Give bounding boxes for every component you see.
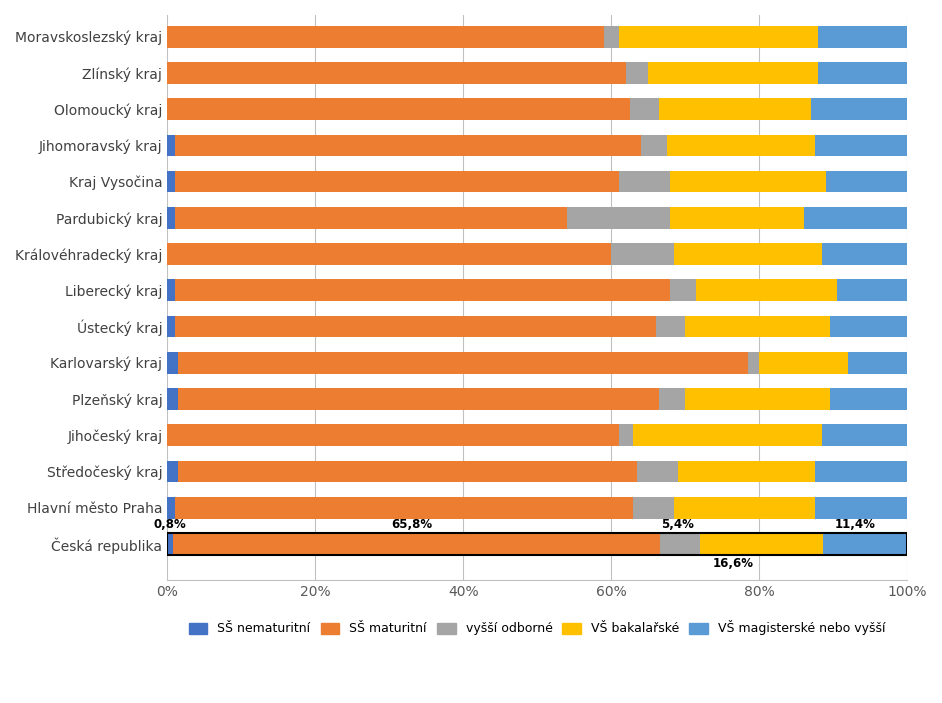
Bar bbox=[174, 207, 567, 228]
Bar bbox=[168, 171, 174, 193]
Bar bbox=[168, 533, 907, 555]
Bar bbox=[168, 62, 626, 84]
Bar bbox=[168, 134, 174, 156]
Bar bbox=[168, 26, 604, 48]
Bar bbox=[656, 316, 685, 337]
Bar bbox=[174, 316, 656, 337]
Bar bbox=[168, 388, 178, 410]
Bar bbox=[174, 134, 641, 156]
Bar bbox=[823, 533, 907, 555]
Text: 5,4%: 5,4% bbox=[661, 518, 694, 531]
Bar bbox=[819, 26, 907, 48]
Bar bbox=[611, 243, 674, 265]
Bar bbox=[667, 134, 815, 156]
Bar bbox=[168, 460, 178, 482]
Bar bbox=[700, 533, 823, 555]
Bar bbox=[168, 279, 174, 301]
Bar bbox=[173, 533, 660, 555]
Bar bbox=[659, 98, 811, 120]
Bar bbox=[619, 425, 633, 446]
Bar bbox=[633, 425, 822, 446]
Bar bbox=[671, 207, 804, 228]
Bar bbox=[648, 62, 819, 84]
Bar bbox=[174, 279, 671, 301]
Bar bbox=[819, 62, 907, 84]
Bar bbox=[696, 279, 836, 301]
Bar bbox=[822, 243, 907, 265]
Bar bbox=[759, 352, 848, 373]
Bar bbox=[671, 171, 826, 193]
Bar bbox=[174, 171, 619, 193]
Text: 0,8%: 0,8% bbox=[154, 518, 187, 531]
Bar bbox=[168, 316, 174, 337]
Text: 11,4%: 11,4% bbox=[835, 518, 876, 531]
Text: 65,8%: 65,8% bbox=[391, 518, 432, 531]
Bar bbox=[168, 98, 630, 120]
Bar bbox=[168, 352, 178, 373]
Bar bbox=[168, 533, 173, 555]
Bar bbox=[822, 425, 907, 446]
Bar bbox=[178, 388, 659, 410]
Bar bbox=[626, 62, 648, 84]
Bar bbox=[815, 134, 907, 156]
Bar bbox=[168, 425, 619, 446]
Bar bbox=[848, 352, 907, 373]
Bar bbox=[674, 497, 815, 519]
Bar bbox=[748, 352, 759, 373]
Bar bbox=[567, 207, 671, 228]
Bar bbox=[671, 279, 696, 301]
Bar bbox=[637, 460, 678, 482]
Bar bbox=[633, 497, 674, 519]
Bar bbox=[836, 279, 907, 301]
Bar bbox=[804, 207, 907, 228]
Text: 16,6%: 16,6% bbox=[713, 557, 754, 569]
Legend: SŠ nematuritní, SŠ maturitní, vyšší odborné, VŠ bakalařské, VŠ magisterské nebo : SŠ nematuritní, SŠ maturitní, vyšší odbo… bbox=[183, 614, 892, 642]
Bar bbox=[830, 316, 907, 337]
Bar bbox=[619, 171, 671, 193]
Bar bbox=[168, 243, 611, 265]
Bar bbox=[174, 497, 633, 519]
Bar bbox=[660, 533, 700, 555]
Bar bbox=[685, 316, 830, 337]
Bar bbox=[178, 460, 637, 482]
Bar bbox=[178, 352, 748, 373]
Bar bbox=[168, 497, 174, 519]
Bar bbox=[674, 243, 822, 265]
Bar bbox=[630, 98, 659, 120]
Bar bbox=[641, 134, 667, 156]
Bar bbox=[685, 388, 830, 410]
Bar bbox=[826, 171, 907, 193]
Bar bbox=[604, 26, 619, 48]
Bar bbox=[830, 388, 907, 410]
Bar bbox=[815, 460, 907, 482]
Bar bbox=[811, 98, 907, 120]
Bar bbox=[659, 388, 685, 410]
Bar bbox=[168, 207, 174, 228]
Bar bbox=[619, 26, 819, 48]
Bar bbox=[678, 460, 815, 482]
Bar bbox=[815, 497, 907, 519]
